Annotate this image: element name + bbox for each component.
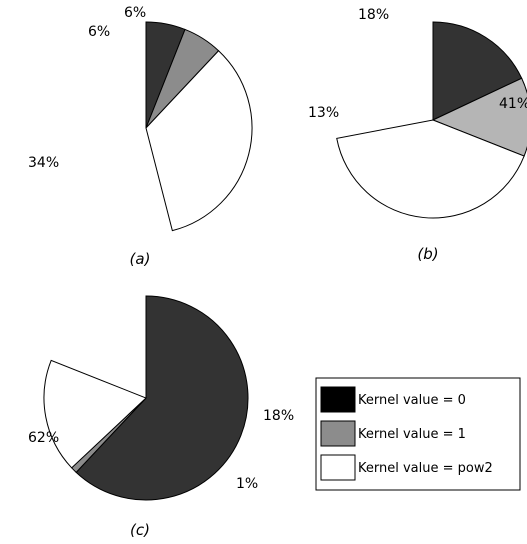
pie-a-slice-2	[145, 50, 253, 232]
pie-charts: 6% 6% 34% 18% 13% 41% 62% 1% 18%	[28, 5, 527, 501]
pie-b-label-0: 18%	[358, 7, 389, 23]
pie-b-slice-0	[432, 21, 523, 121]
pie-c-label-1: 1%	[236, 476, 258, 492]
pie-b-slice-1	[431, 77, 527, 157]
pie-c-slice-0	[75, 295, 249, 501]
legend: Kernel value = 0 Kernel value = 1 Kernel…	[315, 377, 521, 491]
pie-a-label-2: 34%	[28, 155, 59, 171]
pie-b-slice-2	[336, 119, 525, 219]
legend-label-1: Kernel value = 1	[358, 427, 466, 442]
pie-a-label-1: 6%	[88, 24, 110, 40]
legend-swatch-2	[320, 454, 356, 481]
pie-a-label-0: 6%	[124, 5, 146, 21]
legend-label-2: Kernel value = pow2	[358, 461, 493, 476]
pie-b-label-2: 41%	[499, 96, 527, 112]
pie-c-label-2: 18%	[263, 408, 294, 424]
caption-a: (a)	[130, 250, 151, 268]
legend-label-0: Kernel value = 0	[358, 393, 466, 408]
legend-swatch-1	[320, 420, 356, 447]
legend-swatch-0	[320, 386, 356, 413]
pie-b-label-1: 13%	[308, 105, 339, 121]
caption-b: (b)	[417, 245, 438, 263]
caption-c: (c)	[130, 521, 150, 539]
pie-c-label-0: 62%	[28, 430, 59, 446]
pie-c-slice-2	[43, 359, 147, 469]
